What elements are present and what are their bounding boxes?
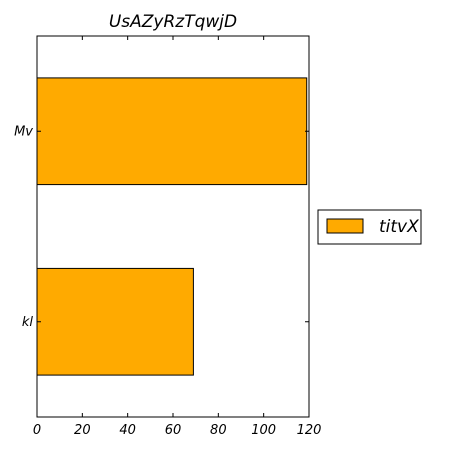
legend: titvX	[317, 209, 422, 245]
bar-kl	[36, 267, 194, 376]
x-axis-ticks: 0 20 40 60 80 100 120	[33, 36, 322, 438]
chart-title: UsAZyRzTqwjD	[109, 12, 237, 32]
bar-Mv	[36, 77, 308, 186]
x-tick-label-0: 0	[33, 423, 41, 438]
x-tick-label-60: 60	[165, 423, 182, 438]
legend-swatch	[326, 218, 364, 234]
x-tick-label-40: 40	[119, 423, 136, 438]
y-axis-ticks: kl Mv	[14, 124, 309, 330]
y-tick-label-Mv: Mv	[14, 124, 33, 139]
x-tick-label-20: 20	[74, 423, 91, 438]
plot-frame	[36, 35, 310, 418]
x-tick-label-120: 120	[297, 423, 322, 438]
bars-group	[36, 77, 308, 376]
y-tick-label-kl: kl	[22, 315, 34, 330]
legend-label: titvX	[379, 217, 419, 237]
x-tick-label-80: 80	[210, 423, 227, 438]
x-tick-label-100: 100	[251, 423, 276, 438]
